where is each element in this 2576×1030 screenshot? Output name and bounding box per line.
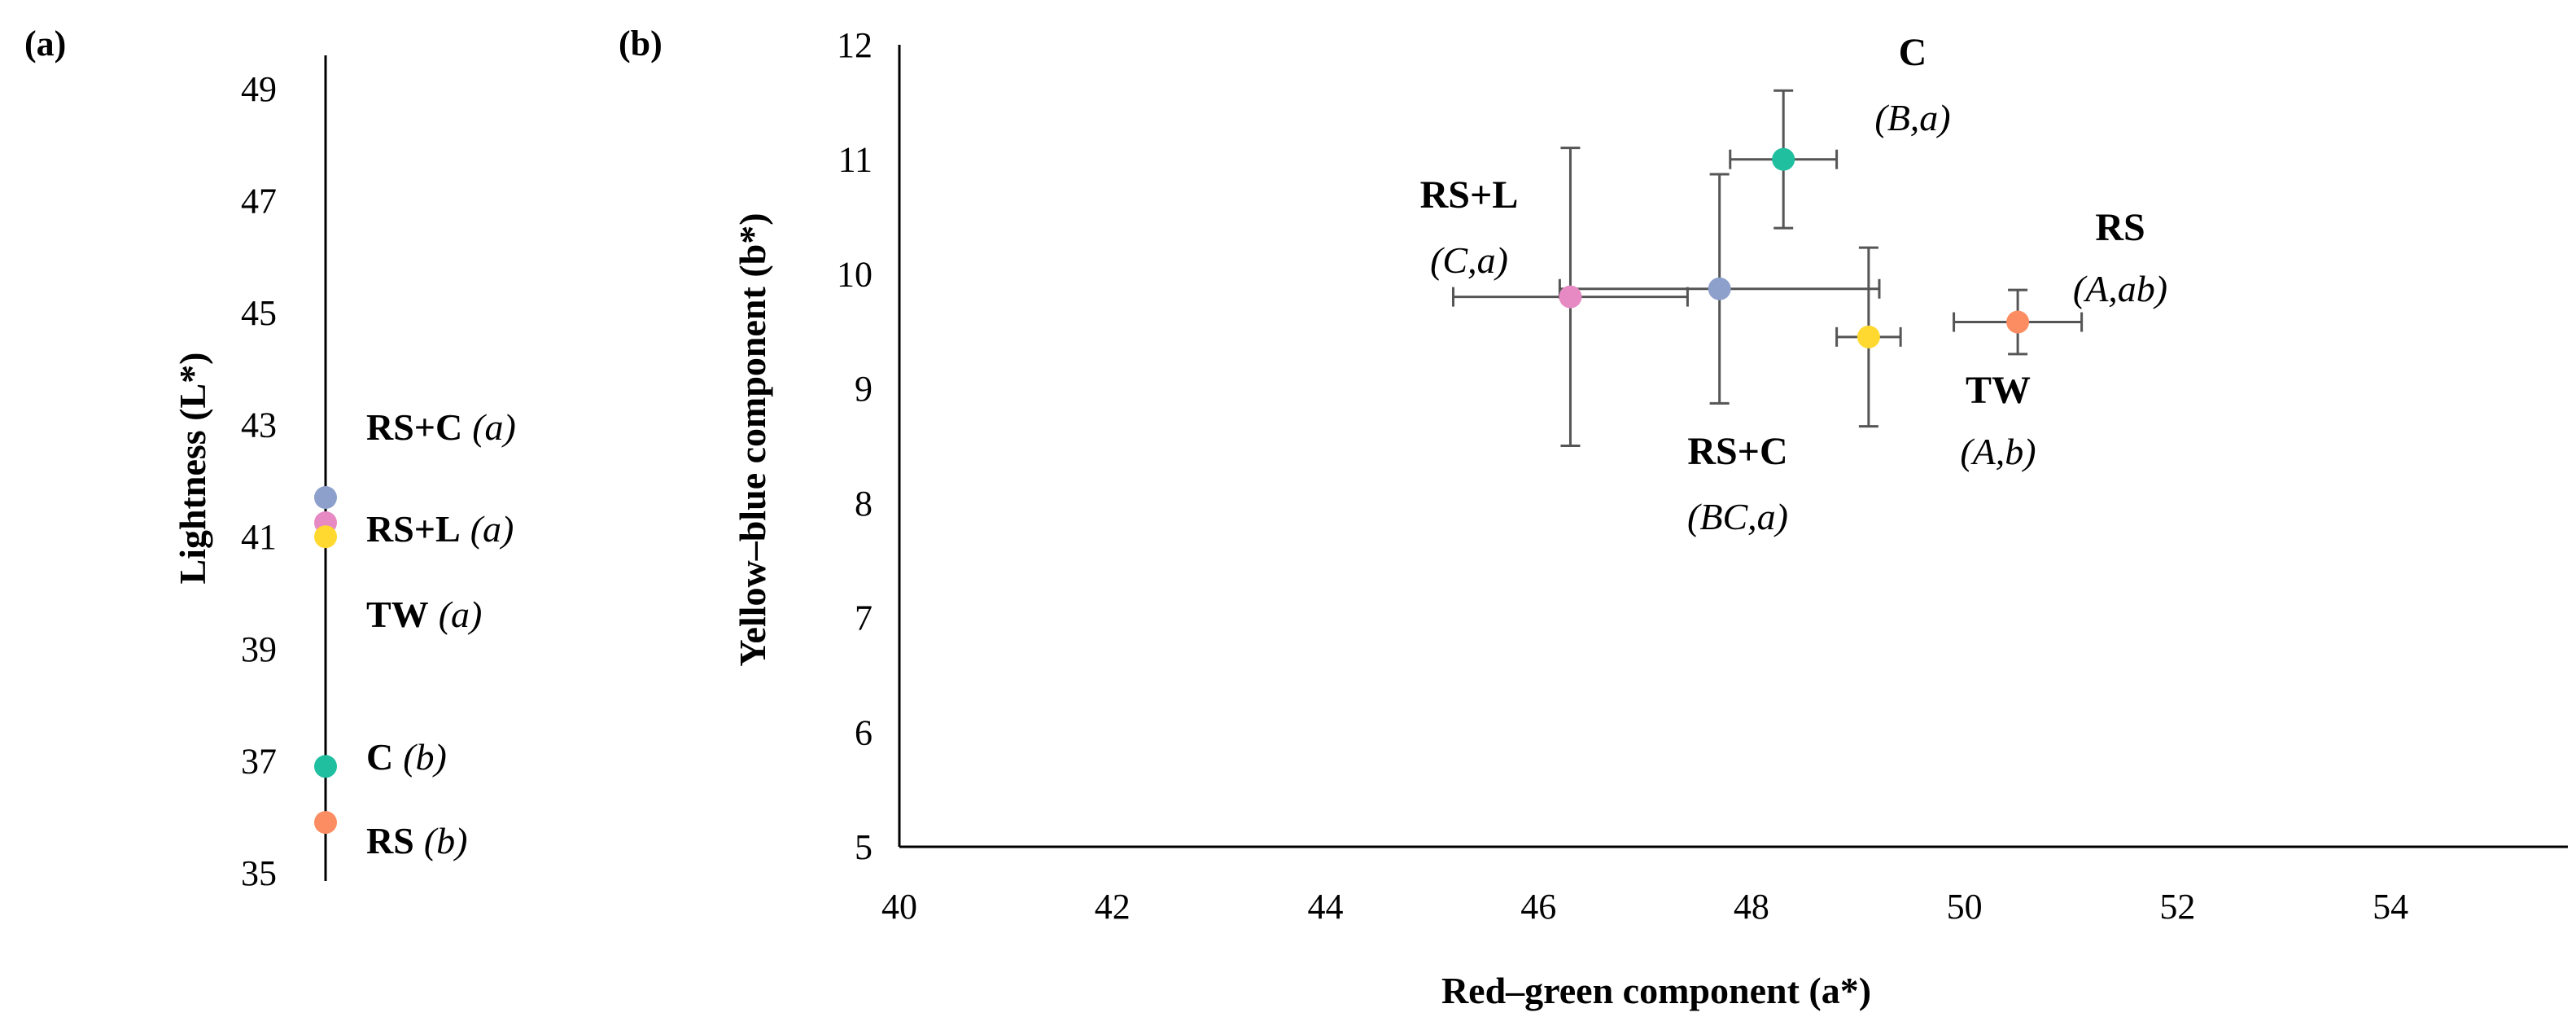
panel-b-x-tick-label: 50 — [1947, 887, 1983, 927]
panel-b-x-tick-label: 40 — [881, 887, 917, 927]
panel-a-label-rs-plus-c: RS+C (a) — [366, 406, 516, 448]
panel-a-label: (a) — [24, 24, 66, 64]
panel-a-y-tick-label: 49 — [241, 69, 277, 109]
panel-b-y-tick-label: 6 — [855, 712, 873, 752]
panel-b-label-group-c: (B,a) — [1874, 97, 1950, 138]
panel-b-y-tick-label: 11 — [838, 140, 873, 180]
point-group: (b) — [403, 736, 447, 778]
panel-b-x-axis-title: Red–green component (a*) — [1441, 970, 1871, 1011]
panel-b-point-c — [1772, 147, 1795, 171]
panel-b-y-tick-label: 8 — [855, 484, 873, 524]
panel-a-label-c: C (b) — [366, 736, 447, 778]
panel-b-y-axis-title: Yellow–blue component (b*) — [732, 213, 773, 666]
point-name: RS+C — [366, 406, 462, 448]
panel-b-y-tick-label: 12 — [837, 25, 873, 65]
panel-a-label-tw: TW (a) — [366, 594, 482, 635]
panel-a-y-tick-label: 45 — [241, 293, 277, 333]
panel-b-y-tick-label: 7 — [855, 598, 873, 638]
panel-b-label: (b) — [619, 24, 663, 64]
panel-b-point-rs — [2006, 310, 2030, 334]
panel-b-x-tick-label: 42 — [1095, 887, 1131, 927]
point-name: RS — [366, 820, 414, 861]
panel-b-label-group-rs-plus-c: (BC,a) — [1687, 496, 1788, 537]
panel-b-color-scatter: Yellow–blue component (b*) Red–green com… — [732, 25, 2568, 1011]
panel-a-label-rs-plus-l: RS+L (a) — [366, 508, 514, 550]
panel-b-label-name-tw: TW — [1966, 369, 2031, 412]
panel-a-point-tw — [314, 525, 337, 549]
panel-a-point-rs-plus-c — [314, 486, 337, 510]
point-group: (b) — [424, 820, 468, 861]
panel-a-y-tick-label: 35 — [241, 853, 277, 893]
point-name: C — [366, 736, 393, 778]
panel-b-x-tick-label: 54 — [2373, 887, 2408, 927]
panel-b-y-tick-label: 9 — [855, 369, 873, 409]
panel-b-label-name-rs: RS — [2095, 206, 2145, 249]
panel-b-x-tick-label: 46 — [1520, 887, 1556, 927]
panel-a-y-axis-title: Lightness (L*) — [172, 353, 213, 585]
panel-a-y-tick-label: 47 — [241, 181, 277, 221]
panel-b-label-group-tw: (A,b) — [1960, 431, 2036, 472]
panel-b-label-group-rs: (A,ab) — [2073, 268, 2167, 309]
point-group: (a) — [470, 508, 514, 550]
panel-a-y-tick-label: 41 — [241, 517, 277, 557]
point-group: (a) — [439, 594, 483, 635]
panel-a-label-rs: RS (b) — [366, 820, 467, 861]
panel-b-point-rs-plus-l — [1559, 285, 1582, 309]
panel-b-x-tick-label: 48 — [1734, 887, 1769, 927]
panel-b-point-rs-plus-c — [1708, 277, 1731, 300]
panel-b-y-tick-label: 5 — [855, 827, 873, 867]
panel-a-y-tick-label: 37 — [241, 741, 277, 781]
panel-b-label-group-rs-plus-l: (C,a) — [1430, 239, 1508, 281]
point-group: (a) — [472, 406, 516, 448]
panel-b-label-name-c: C — [1899, 31, 1927, 74]
point-name: TW — [366, 594, 429, 635]
panel-b-label-name-rs-plus-c: RS+C — [1687, 430, 1787, 473]
panel-b-label-name-rs-plus-l: RS+L — [1420, 173, 1519, 217]
panel-a-y-tick-label: 43 — [241, 405, 277, 445]
panel-b-y-tick-label: 10 — [837, 254, 873, 294]
panel-b-point-tw — [1857, 325, 1880, 348]
point-name: RS+L — [366, 508, 461, 550]
panel-a-point-c — [314, 755, 337, 778]
panel-a-y-tick-label: 39 — [241, 629, 277, 669]
panel-b-x-tick-label: 44 — [1307, 887, 1343, 927]
panel-b-x-tick-label: 52 — [2159, 887, 2195, 927]
panel-a-point-rs — [314, 811, 337, 835]
